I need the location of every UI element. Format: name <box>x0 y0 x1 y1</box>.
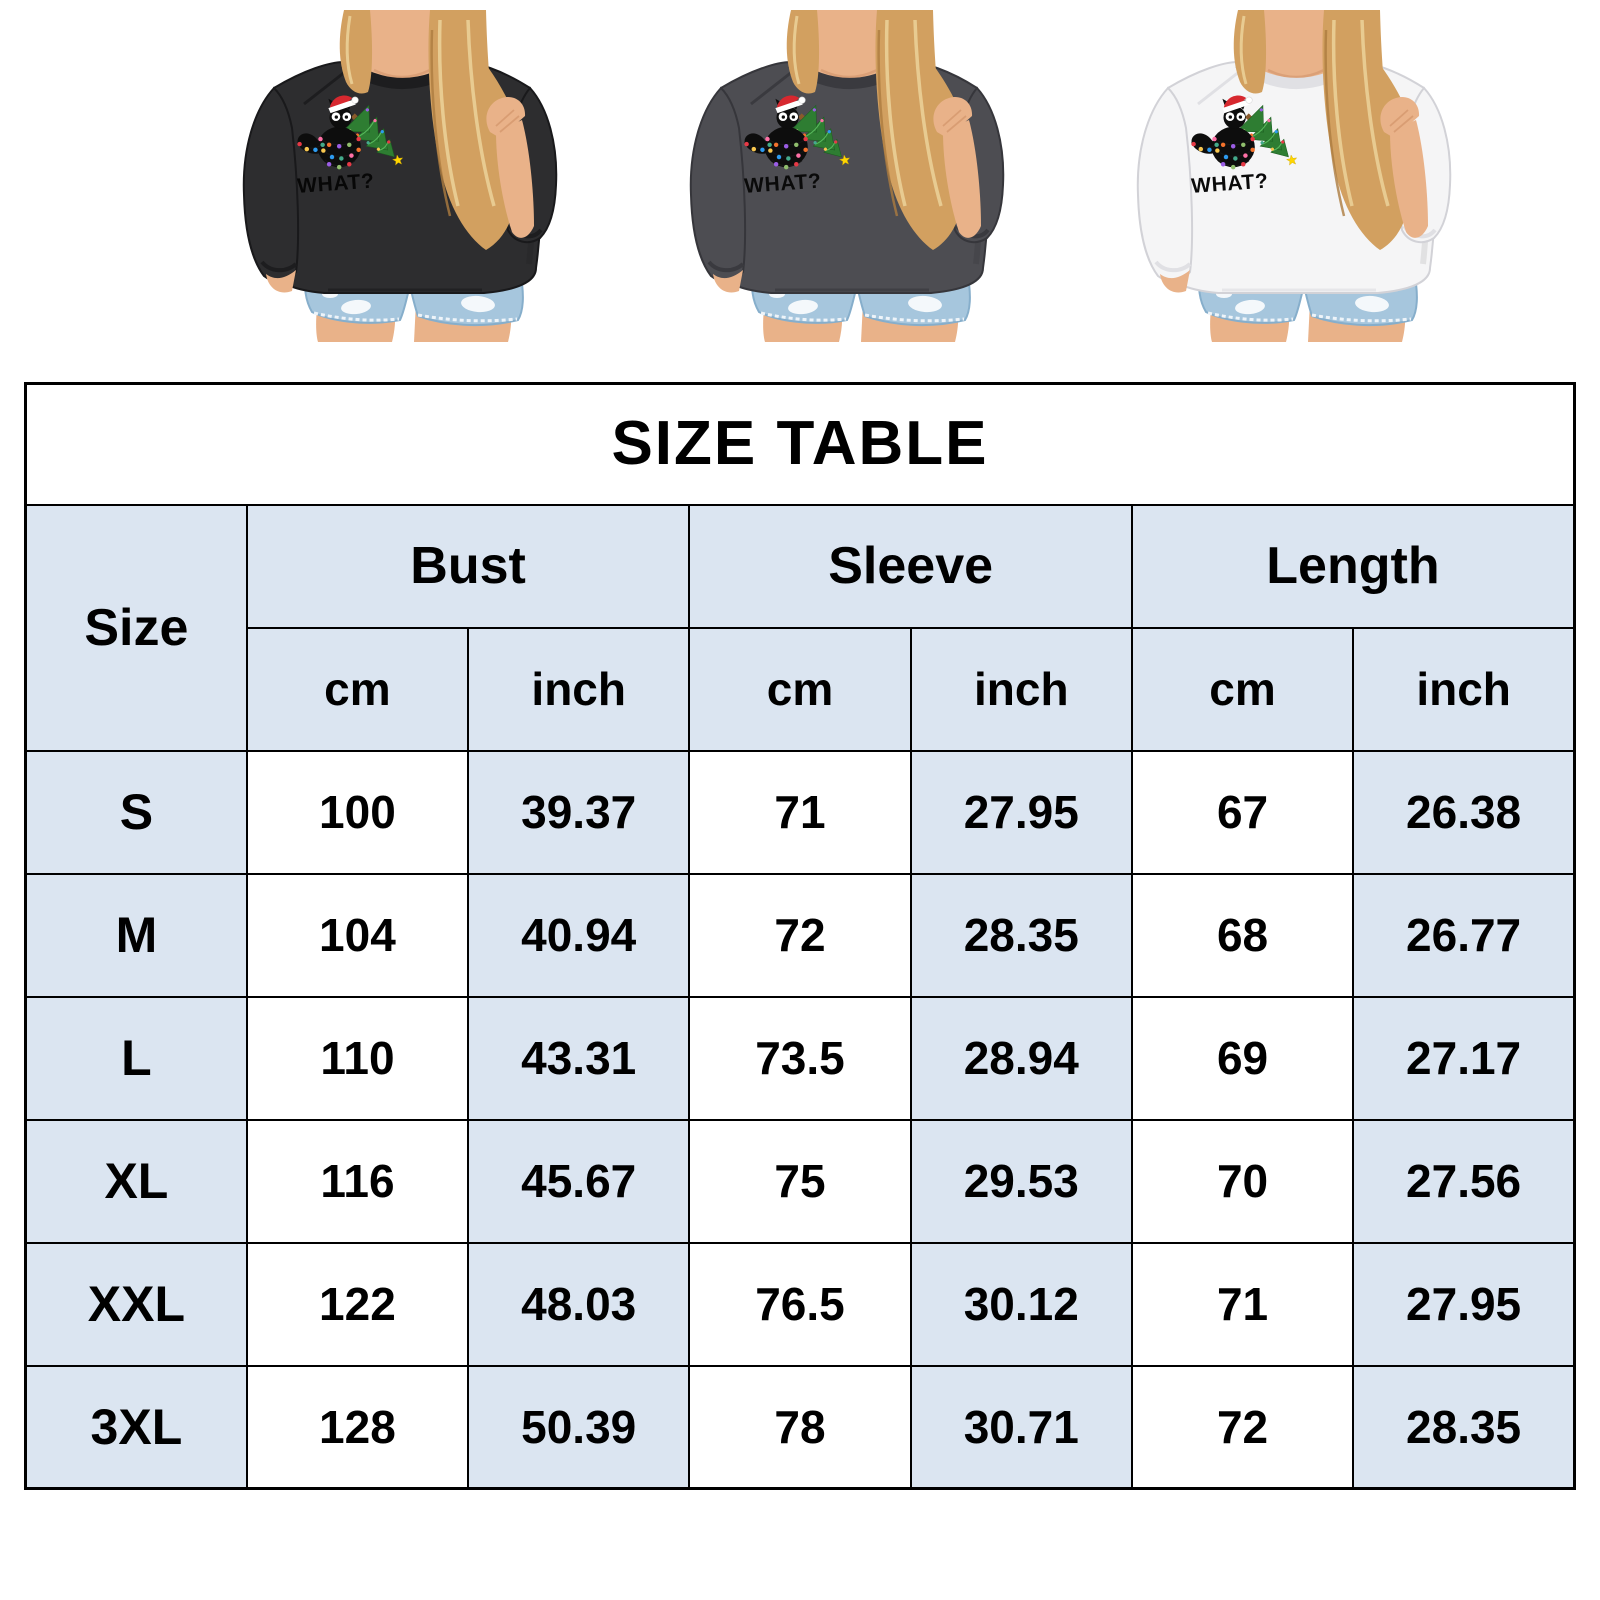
table-cell: 26.38 <box>1352 749 1576 875</box>
unit-header-sleeve-inch: inch <box>909 626 1133 752</box>
table-cell: 26.77 <box>1352 872 1576 998</box>
table-cell: 73.5 <box>688 995 912 1121</box>
table-cell: 67 <box>1130 749 1355 875</box>
table-cell: 110 <box>245 995 470 1121</box>
column-header-size: Size <box>24 503 248 752</box>
table-cell: 76.5 <box>688 1241 912 1367</box>
print-caption-text: WHAT? <box>1190 170 1269 198</box>
table-cell: 39.37 <box>467 749 691 875</box>
left-hand-in-pocket <box>713 270 743 293</box>
table-cell: 71 <box>1130 1241 1355 1367</box>
table-cell: 72 <box>1130 1364 1355 1490</box>
left-sleeve <box>242 86 300 282</box>
table-cell: 29.53 <box>909 1118 1133 1244</box>
cat-print: WHAT? <box>743 95 851 198</box>
product-photo-black: WHAT? <box>178 10 603 342</box>
santa-hat-icon <box>1222 95 1253 114</box>
model-illustration: WHAT? <box>689 10 1005 342</box>
size-table-title: SIZE TABLE <box>24 382 1576 506</box>
raglan-seam-left <box>750 66 798 106</box>
model-illustration: WHAT? <box>242 10 558 342</box>
table-cell: 71 <box>688 749 912 875</box>
table-cell: 28.94 <box>909 995 1133 1121</box>
table-cell: 27.95 <box>909 749 1133 875</box>
raglan-seam-left <box>303 66 351 106</box>
right-forearm <box>1390 120 1428 238</box>
table-cell: 50.39 <box>467 1364 691 1490</box>
left-hand-in-pocket <box>1160 270 1190 293</box>
table-cell: 100 <box>245 749 470 875</box>
left-sleeve <box>1136 86 1194 282</box>
santa-hat-icon <box>775 95 806 114</box>
table-cell: 104 <box>245 872 470 998</box>
table-cell: 75 <box>688 1118 912 1244</box>
table-row-xxl: XXL 122 48.03 76.5 30.12 71 27.95 <box>24 1241 1576 1367</box>
table-cell: 27.56 <box>1352 1118 1576 1244</box>
row-label: L <box>24 995 248 1121</box>
product-photo-charcoal: WHAT? <box>625 10 1050 342</box>
table-row-3xl: 3XL 128 50.39 78 30.71 72 28.35 <box>24 1364 1576 1490</box>
table-cell: 40.94 <box>467 872 691 998</box>
model-illustration: WHAT? <box>1136 10 1452 342</box>
table-cell: 27.17 <box>1352 995 1576 1121</box>
column-header-sleeve: Sleeve <box>688 503 1133 629</box>
unit-header-length-inch: inch <box>1352 626 1576 752</box>
table-row-l: L 110 43.31 73.5 28.94 69 27.17 <box>24 995 1576 1121</box>
table-row-s: S 100 39.37 71 27.95 67 26.38 <box>24 749 1576 875</box>
table-cell: 70 <box>1130 1118 1355 1244</box>
cat-head <box>776 106 799 129</box>
tree-star-icon <box>839 154 851 166</box>
left-hand-in-pocket <box>266 270 296 293</box>
christmas-tree <box>789 104 851 166</box>
model-hair <box>339 10 518 250</box>
table-cell: 128 <box>245 1364 470 1490</box>
size-table: SIZE TABLE Size Bust Sleeve Length cm in… <box>24 382 1576 1490</box>
table-cell: 122 <box>245 1241 470 1367</box>
row-label: XL <box>24 1118 248 1244</box>
table-cell: 116 <box>245 1118 470 1244</box>
column-header-bust: Bust <box>245 503 691 629</box>
unit-header-bust-cm: cm <box>245 626 470 752</box>
table-cell: 30.71 <box>909 1364 1133 1490</box>
christmas-tree <box>342 104 404 166</box>
tree-star-icon <box>392 154 404 166</box>
cat-print: WHAT? <box>296 95 404 198</box>
table-row-xl: XL 116 45.67 75 29.53 70 27.56 <box>24 1118 1576 1244</box>
row-label: 3XL <box>24 1364 248 1490</box>
table-cell: 43.31 <box>467 995 691 1121</box>
unit-header-bust-inch: inch <box>467 626 691 752</box>
christmas-tree <box>1236 104 1298 166</box>
row-label: XXL <box>24 1241 248 1367</box>
table-cell: 78 <box>688 1364 912 1490</box>
table-cell: 27.95 <box>1352 1241 1576 1367</box>
table-cell: 48.03 <box>467 1241 691 1367</box>
right-forearm <box>496 120 534 238</box>
table-cell: 72 <box>688 872 912 998</box>
right-forearm <box>943 120 981 238</box>
product-photos: WHAT? <box>178 10 1497 342</box>
print-caption-text: WHAT? <box>743 170 822 198</box>
print-caption-text: WHAT? <box>296 170 375 198</box>
table-cell: 69 <box>1130 995 1355 1121</box>
left-sleeve <box>689 86 747 282</box>
tree-star-icon <box>1286 154 1298 166</box>
cat-head <box>1223 106 1246 129</box>
unit-header-sleeve-cm: cm <box>688 626 912 752</box>
row-label: S <box>24 749 248 875</box>
table-cell: 68 <box>1130 872 1355 998</box>
cat-head <box>329 106 352 129</box>
unit-header-length-cm: cm <box>1130 626 1355 752</box>
cat-print: WHAT? <box>1190 95 1298 198</box>
table-cell: 30.12 <box>909 1241 1133 1367</box>
table-cell: 45.67 <box>467 1118 691 1244</box>
product-photo-white: WHAT? <box>1072 10 1497 342</box>
raglan-seam-left <box>1197 66 1245 106</box>
table-row-m: M 104 40.94 72 28.35 68 26.77 <box>24 872 1576 998</box>
row-label: M <box>24 872 248 998</box>
column-header-length: Length <box>1130 503 1576 629</box>
santa-hat-icon <box>328 95 359 114</box>
table-cell: 28.35 <box>909 872 1133 998</box>
table-cell: 28.35 <box>1352 1364 1576 1490</box>
